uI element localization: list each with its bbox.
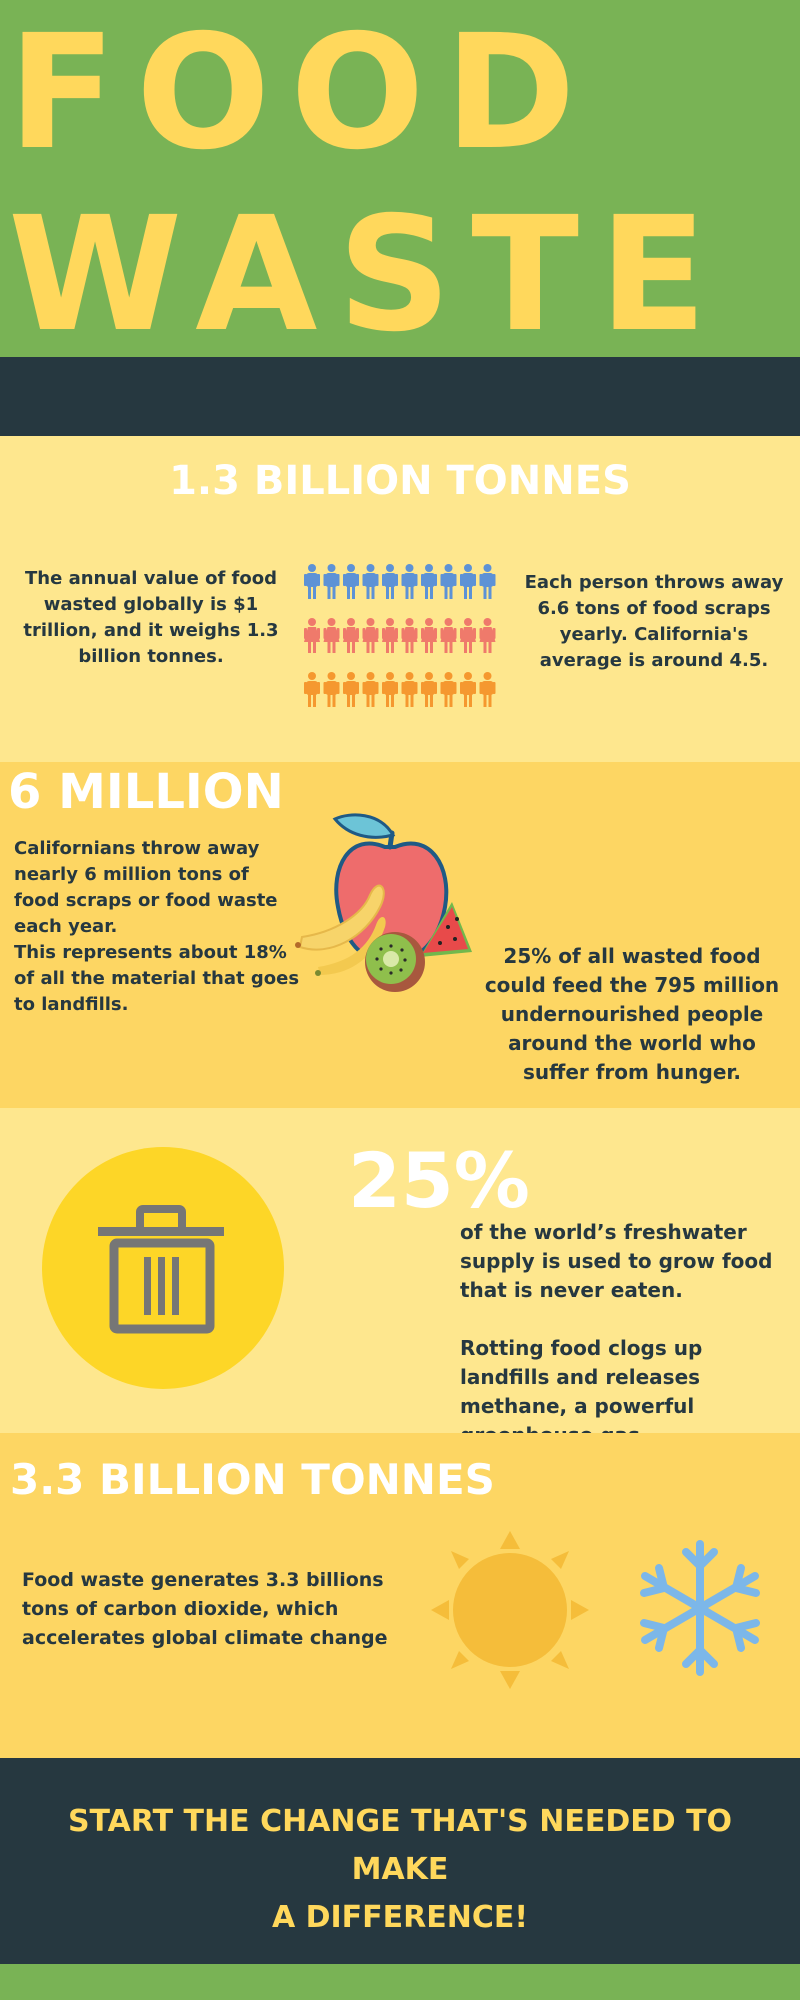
hero-title-waste: WASTE bbox=[8, 183, 727, 357]
section4-heading: 3.3 BILLION TONNES bbox=[10, 1455, 495, 1504]
cta-line-1: START THE CHANGE THAT'S NEEDED TO MAKE bbox=[67, 1804, 733, 1887]
snowflake-icon bbox=[640, 1540, 760, 1676]
section3-heading: 25% bbox=[348, 1136, 530, 1225]
call-to-action-footer: START THE CHANGE THAT'S NEEDED TO MAKE A… bbox=[0, 1758, 800, 1964]
section1-right-text: Each person throws away 6.6 tons of food… bbox=[524, 572, 784, 671]
dark-divider bbox=[0, 357, 800, 436]
fruit-illustration bbox=[295, 813, 472, 992]
section-25-percent: 25% of the world’s freshwater supply is … bbox=[0, 1108, 800, 1433]
hero-title-food: FOOD bbox=[8, 1, 596, 185]
cta-line-2: A DIFFERENCE! bbox=[271, 1900, 529, 1935]
section2-left-text-1: Californians throw away nearly 6 million… bbox=[14, 838, 278, 937]
kiwi-icon bbox=[365, 932, 425, 992]
trash-can-icon bbox=[42, 1147, 284, 1389]
bottom-green-strip bbox=[0, 1964, 800, 2000]
people-icon-grid bbox=[304, 564, 496, 707]
section-3-3-billion: 3.3 BILLION TONNES Food waste generates … bbox=[0, 1433, 800, 1758]
hero-banner: FOOD WASTE bbox=[0, 0, 800, 357]
section4-text: Food waste generates 3.3 billions tons o… bbox=[22, 1569, 388, 1649]
section2-heading: 6 MILLION bbox=[8, 764, 284, 820]
people-row-pink bbox=[304, 618, 496, 653]
cta-text: START THE CHANGE THAT'S NEEDED TO MAKE A… bbox=[40, 1798, 760, 1942]
section2-right-text: 25% of all wasted food could feed the 79… bbox=[484, 944, 780, 1084]
people-row-orange bbox=[304, 672, 496, 707]
people-row-blue bbox=[304, 564, 496, 599]
watermelon-icon bbox=[420, 902, 472, 957]
section-6-million: 6 MILLION Californians throw away nearly… bbox=[0, 762, 800, 1108]
section3-text-2: Rotting food clogs up landfills and rele… bbox=[460, 1336, 703, 1433]
section1-left-text: The annual value of food wasted globally… bbox=[23, 568, 279, 667]
section1-heading: 1.3 BILLION TONNES bbox=[169, 458, 631, 504]
section-1-3-billion: 1.3 BILLION TONNES The annual value of f… bbox=[0, 436, 800, 762]
section3-text-1: of the world’s freshwater supply is used… bbox=[460, 1220, 773, 1302]
sun-icon bbox=[431, 1531, 589, 1689]
section2-left-text-2: This represents about 18% of all the mat… bbox=[14, 942, 300, 1015]
